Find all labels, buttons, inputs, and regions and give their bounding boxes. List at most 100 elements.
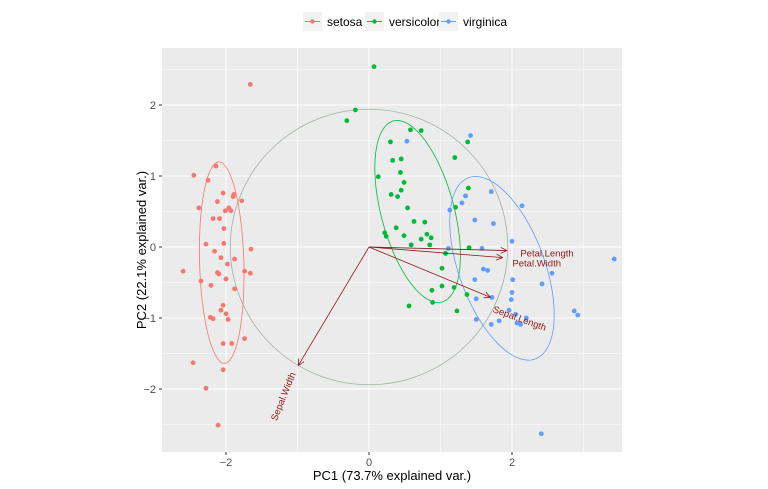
point-versicolor [430, 299, 436, 305]
ellipse-virginica [449, 175, 555, 361]
point-versicolor [451, 285, 457, 290]
arrowhead [496, 257, 503, 261]
point-versicolor [398, 170, 403, 175]
point-virginica [513, 312, 518, 317]
variable-label: Petal.Width [512, 259, 561, 270]
legend-item-setosa: setosa [303, 12, 363, 31]
legend-label: virginica [463, 15, 507, 29]
arrowhead [496, 253, 503, 258]
point-virginica [481, 266, 486, 272]
x-tick-label: 0 [366, 457, 372, 469]
point-versicolor [429, 287, 435, 293]
point-setosa [230, 194, 236, 199]
point-virginica [491, 221, 496, 226]
point-virginica [518, 321, 523, 327]
point-virginica [571, 308, 577, 314]
arrowhead [500, 250, 508, 254]
point-virginica [509, 238, 515, 244]
point-versicolor [353, 107, 358, 113]
point-setosa [220, 302, 226, 308]
point-virginica [506, 307, 512, 313]
point-versicolor [439, 265, 445, 271]
point-virginica [447, 207, 453, 213]
point-versicolor [390, 157, 395, 163]
point-virginica [472, 277, 478, 283]
point-versicolor [388, 139, 393, 145]
point-setosa [221, 226, 227, 231]
point-versicolor [454, 308, 460, 314]
point-setosa [203, 385, 209, 391]
point-virginica [485, 268, 491, 273]
point-setosa [208, 282, 214, 288]
x-tick-label: −2 [220, 457, 233, 469]
point-versicolor [375, 174, 381, 180]
point-versicolor [408, 127, 413, 133]
point-virginica [538, 431, 544, 437]
loading-arrow [368, 246, 503, 259]
point-versicolor [453, 204, 458, 210]
point-setosa [247, 270, 253, 276]
ellipse-versicolor [374, 120, 461, 303]
point-setosa [248, 246, 254, 252]
point-virginica [473, 296, 479, 302]
loading-arrow [368, 246, 491, 298]
y-tick-label: 2 [150, 100, 156, 112]
point-versicolor [427, 242, 433, 248]
point-setosa [220, 367, 226, 373]
point-setosa [190, 360, 196, 366]
point-versicolor [418, 128, 424, 133]
point-setosa [242, 268, 247, 274]
legend-label: versicolor [389, 15, 440, 29]
point-versicolor [439, 283, 445, 289]
point-setosa [223, 311, 229, 317]
loading-arrow [368, 246, 508, 251]
y-axis-label: PC2 (22.1% explained var.) [134, 171, 149, 329]
point-virginica [404, 138, 410, 144]
point-setosa [232, 256, 237, 262]
point-virginica [472, 217, 478, 223]
point-versicolor [401, 233, 407, 239]
point-virginica [445, 246, 451, 251]
arrowhead [500, 246, 508, 251]
point-setosa [222, 208, 228, 214]
point-virginica [575, 312, 581, 318]
legend-point [372, 19, 377, 24]
point-setosa [205, 177, 211, 183]
point-setosa [210, 316, 216, 322]
legend-label: setosa [327, 15, 363, 29]
point-versicolor [465, 185, 471, 191]
legend: setosa versicolor virginica [303, 12, 507, 31]
point-versicolor [466, 245, 472, 251]
point-virginica [523, 315, 529, 321]
point-setosa [221, 241, 227, 246]
point-setosa [215, 199, 220, 204]
point-virginica [549, 270, 555, 276]
point-versicolor [344, 118, 350, 124]
y-tick-label: 1 [150, 171, 156, 183]
point-setosa [242, 336, 247, 341]
arrowhead [485, 291, 491, 298]
arrowhead [297, 361, 305, 366]
point-setosa [218, 307, 224, 313]
point-versicolor [424, 231, 430, 237]
point-setosa [247, 82, 253, 87]
arrowhead [297, 358, 300, 366]
y-tick-label: 0 [150, 242, 156, 254]
point-virginica [488, 321, 494, 327]
point-setosa [225, 317, 231, 322]
ellipse-setosa [199, 161, 245, 364]
point-setosa [180, 268, 186, 274]
loading-arrow [297, 246, 370, 366]
point-setosa [223, 276, 229, 282]
point-setosa [198, 278, 204, 284]
point-setosa [196, 205, 202, 211]
point-versicolor [388, 192, 394, 197]
legend-item-virginica: virginica [439, 12, 507, 31]
variable-label: Petal.Length [520, 249, 573, 260]
point-setosa [220, 341, 226, 346]
point-virginica [463, 193, 468, 199]
point-versicolor [393, 225, 399, 231]
x-tick-label: 2 [509, 457, 515, 469]
point-setosa [220, 190, 226, 196]
x-axis-label: PC1 (73.7% explained var.) [313, 468, 471, 483]
